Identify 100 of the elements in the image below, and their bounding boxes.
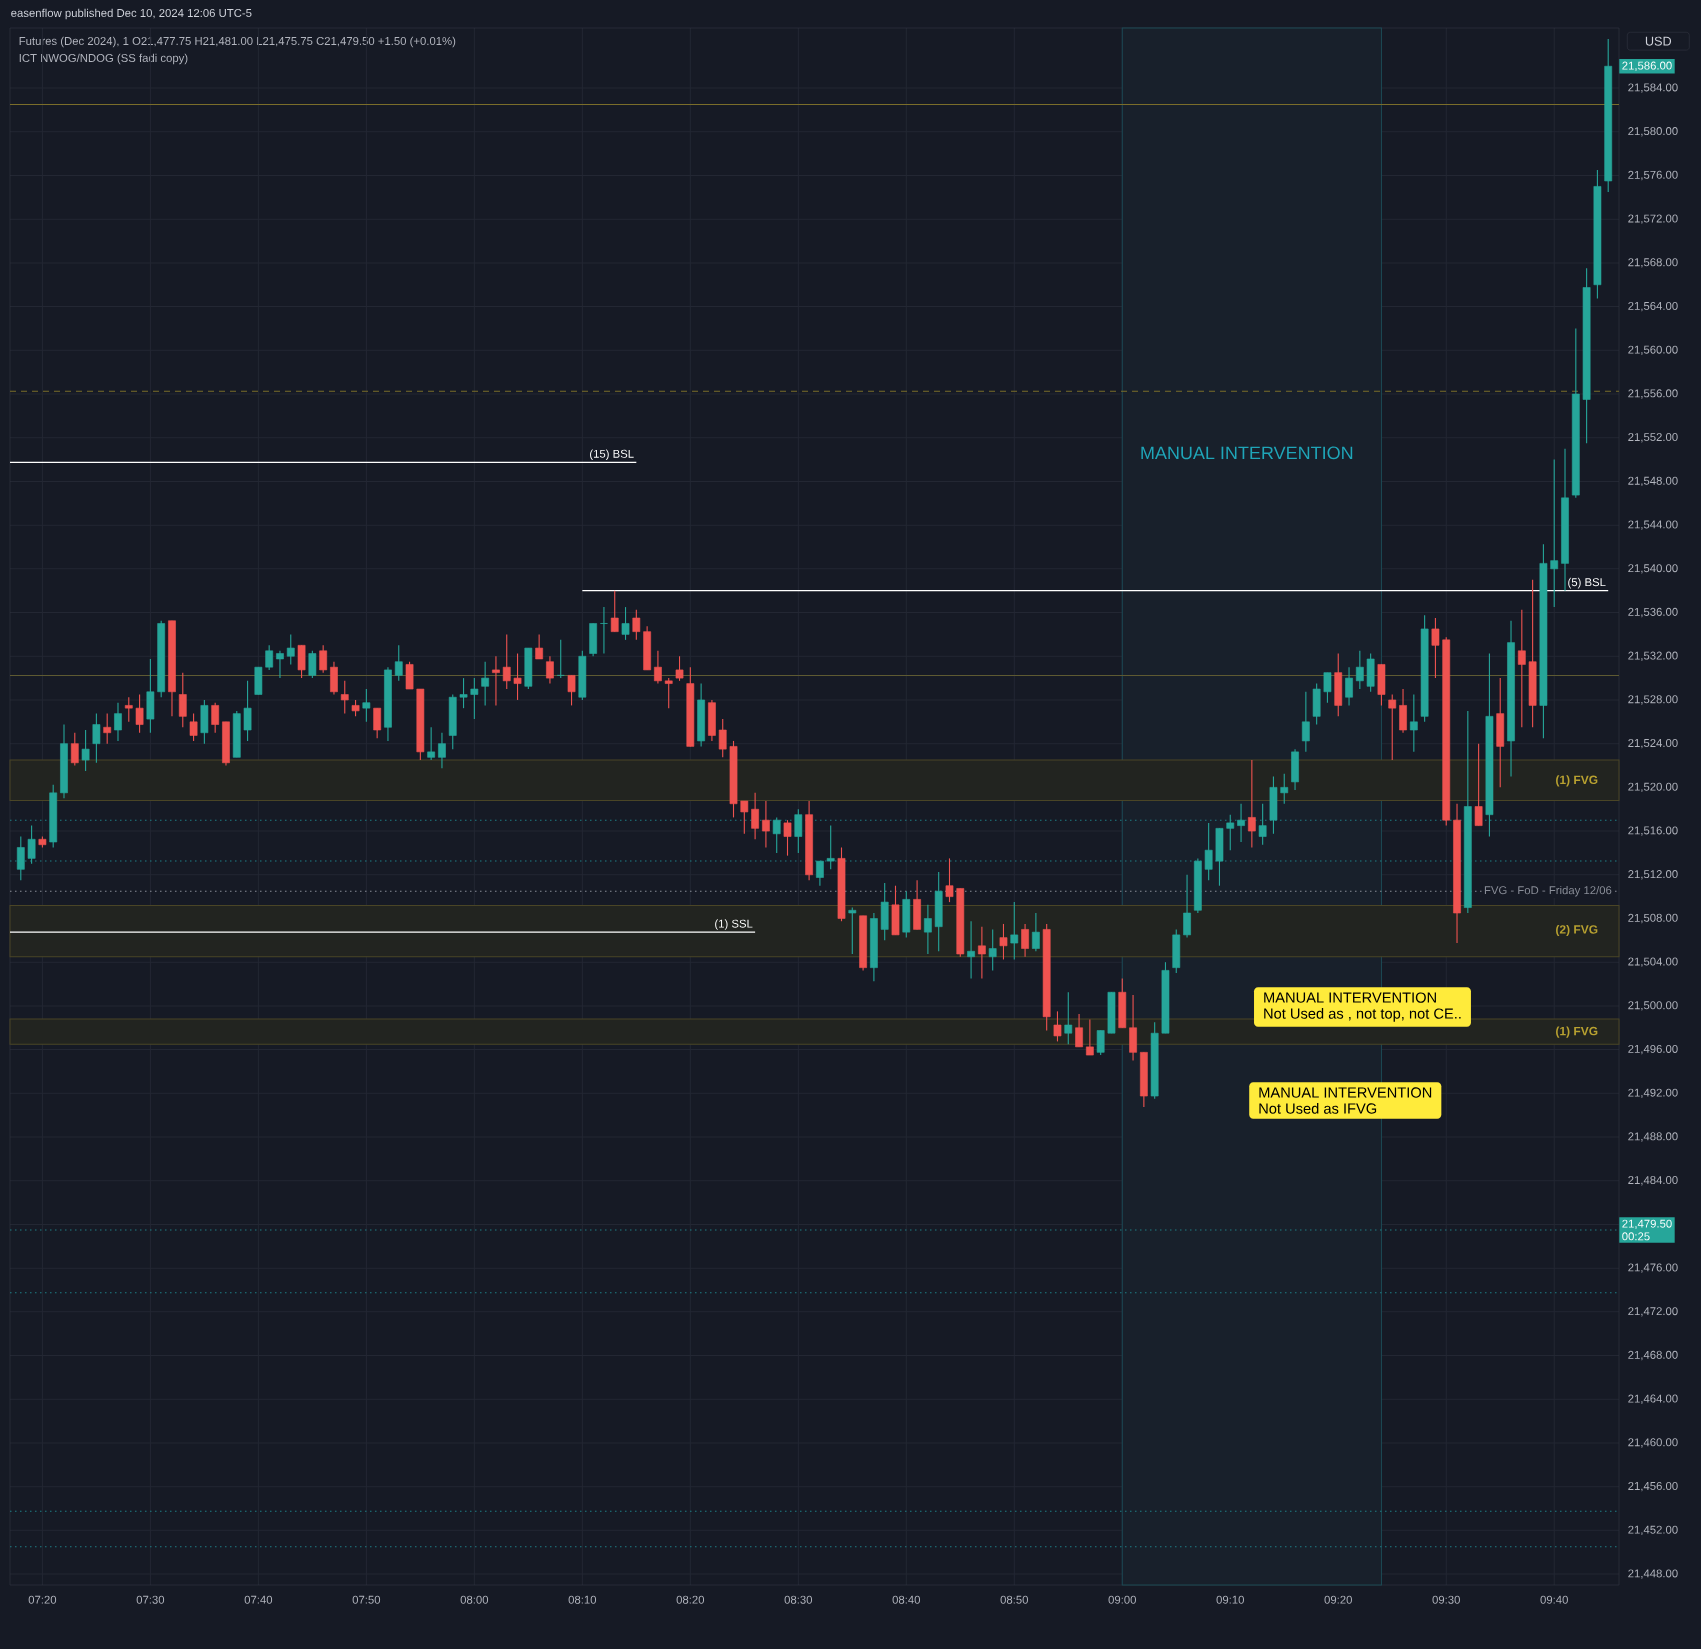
series-label: (15) BSL xyxy=(590,449,634,461)
band-label: (1) FVG xyxy=(1556,1026,1598,1038)
candlestick xyxy=(470,677,479,720)
y-tick-label: 21,584.00 xyxy=(1628,83,1678,93)
y-tick-label: 21,528.00 xyxy=(1628,695,1678,705)
y-tick-label: 21,484.00 xyxy=(1628,1176,1678,1186)
candlestick xyxy=(1247,759,1256,849)
candlestick xyxy=(924,904,932,955)
y-tick-label: 21,492.00 xyxy=(1628,1088,1678,1098)
candlestick xyxy=(848,907,857,955)
candlestick xyxy=(1075,1013,1083,1048)
series-label: (5) BSL xyxy=(1568,577,1606,589)
candlestick xyxy=(1355,650,1364,690)
y-tick-label: 21,500.00 xyxy=(1628,1001,1678,1011)
candlestick xyxy=(740,800,749,835)
candlestick xyxy=(394,644,403,682)
y-tick-label: 21,548.00 xyxy=(1628,476,1678,487)
candlestick xyxy=(999,923,1008,961)
y-tick-label: 21,468.00 xyxy=(1628,1350,1678,1361)
candlestick xyxy=(1345,666,1353,706)
x-tick-label: 08:00 xyxy=(460,1595,489,1604)
candlestick xyxy=(373,707,382,739)
y-tick-label: 21,540.00 xyxy=(1628,564,1678,574)
candlestick xyxy=(502,633,511,690)
candlestick xyxy=(276,650,284,679)
candlestick xyxy=(826,825,835,870)
candlestick xyxy=(1053,1010,1062,1042)
candlestick xyxy=(1388,693,1397,761)
candlestick xyxy=(1323,672,1332,704)
candlestick xyxy=(718,718,727,758)
candlestick xyxy=(1204,822,1213,881)
text: 00:25 xyxy=(1622,1232,1650,1241)
x-tick-label: 09:40 xyxy=(1540,1595,1568,1604)
y-tick-label: 21,452.00 xyxy=(1628,1525,1678,1536)
y-tick-label: 21,524.00 xyxy=(1628,738,1678,749)
candlestick xyxy=(1550,459,1559,608)
x-tick-label: 08:20 xyxy=(676,1595,705,1604)
candlestick xyxy=(1064,991,1073,1045)
candlestick xyxy=(1183,874,1191,939)
candlestick xyxy=(1021,923,1029,958)
y-tick-label: 21,476.00 xyxy=(1628,1263,1678,1273)
candlestick xyxy=(610,590,619,633)
y-tick-label: 21,580.00 xyxy=(1628,127,1678,137)
candlestick xyxy=(1517,609,1526,728)
candlestick xyxy=(513,652,522,701)
y-tick-label: 21,544.00 xyxy=(1628,520,1678,530)
y-tick-label: 21,448.00 xyxy=(1628,1569,1678,1579)
candlestick xyxy=(189,713,198,742)
y-tick-label: 21,576.00 xyxy=(1628,170,1678,181)
x-tick-label: 09:00 xyxy=(1108,1595,1136,1604)
candlestick xyxy=(124,696,133,723)
annotation: MANUAL INTERVENTION xyxy=(1264,992,1436,1003)
candlestick xyxy=(481,661,490,706)
x-tick-label: 08:30 xyxy=(784,1595,813,1604)
y-tick-label: 21,552.00 xyxy=(1628,433,1678,443)
y-tick-label: 21,556.00 xyxy=(1628,389,1678,399)
candlestick xyxy=(1409,693,1418,753)
candlestick xyxy=(664,677,673,709)
y-tick-label: 21,508.00 xyxy=(1628,913,1678,924)
candlestick xyxy=(978,926,986,980)
x-tick-label: 08:40 xyxy=(892,1595,921,1604)
x-tick-label: 09:20 xyxy=(1324,1595,1352,1604)
candlestick xyxy=(16,835,25,881)
candlestick xyxy=(1258,803,1267,846)
band-label: MANUAL INTERVENTION xyxy=(1141,446,1353,460)
annotation: ICT NWOG/NDOG (SS fadi copy) xyxy=(19,53,188,65)
x-tick-label: 07:50 xyxy=(352,1595,381,1604)
candlestick xyxy=(1237,803,1245,843)
candlestick xyxy=(816,860,824,887)
x-tick-label: 08:10 xyxy=(568,1595,597,1604)
candlestick xyxy=(751,792,759,840)
y-tick-label: 21,532.00 xyxy=(1628,651,1678,661)
y-tick-label: 21,460.00 xyxy=(1628,1438,1678,1448)
x-tick-label: 07:40 xyxy=(244,1595,273,1604)
candlestick xyxy=(546,655,554,685)
y-tick-label: 21,536.00 xyxy=(1628,607,1678,618)
y-tick-label: 21,516.00 xyxy=(1628,826,1678,836)
y-tick-label: 21,512.00 xyxy=(1628,870,1678,880)
annotation: MANUAL INTERVENTION xyxy=(1259,1087,1432,1098)
text: USD xyxy=(1645,36,1672,46)
candlestick xyxy=(427,726,436,761)
text: Futures (Dec 2024), 1 O21,477.75 H21,481.00 L21,475.75 C21,479.50 +1.50 (+0.01%) xyxy=(19,36,456,48)
y-tick-label: 21,568.00 xyxy=(1628,258,1678,268)
series-label: (1) SSL xyxy=(715,919,753,930)
y-tick-label: 21,472.00 xyxy=(1628,1307,1678,1317)
candlestick xyxy=(675,655,684,682)
candlestick xyxy=(794,808,803,854)
candlestick xyxy=(211,702,220,734)
candlestick xyxy=(1086,1019,1094,1056)
band-label: (2) FVG xyxy=(1556,924,1598,937)
candlestick xyxy=(459,677,468,709)
candlestick xyxy=(988,928,997,971)
y-tick-label: 21,496.00 xyxy=(1628,1044,1678,1055)
candlestick xyxy=(654,650,662,685)
candlestick xyxy=(1301,691,1310,753)
candlestick xyxy=(1226,814,1235,851)
candlestick xyxy=(1096,1029,1105,1056)
candlestick xyxy=(632,609,641,641)
annotation: Not Used as , not top, not CE.. xyxy=(1264,1007,1461,1022)
band-label: (1) FVG xyxy=(1556,775,1598,787)
